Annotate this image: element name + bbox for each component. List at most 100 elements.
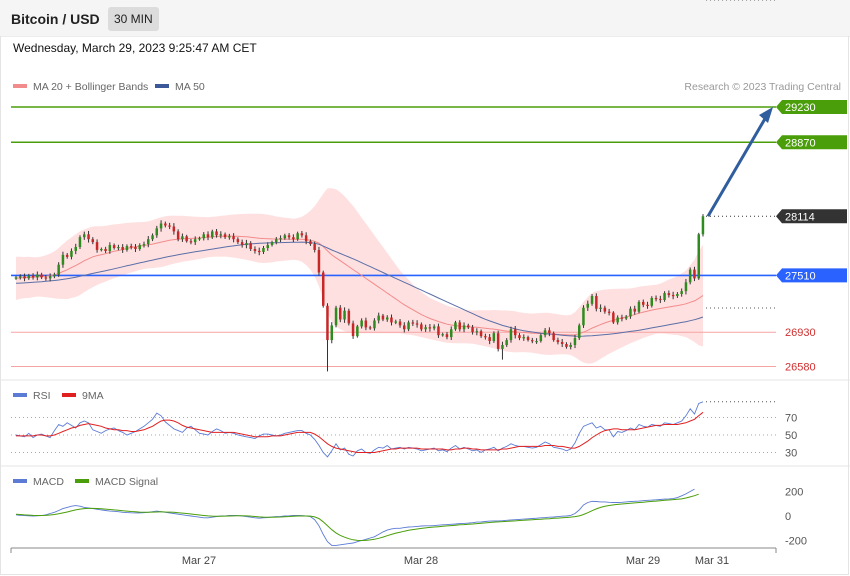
candle-body [87,234,90,240]
candle-body [279,238,282,240]
chart-legend: MA 20 + Bollinger Bands MA 50 Research ©… [13,81,841,93]
candle-body [560,342,564,344]
instrument-title: Bitcoin / USD [11,11,100,27]
candle-body [270,242,274,245]
candle-body [19,276,22,278]
macd-tick--200: -200 [785,536,807,548]
candle-body [202,234,205,239]
level-tag-text-29230: 29230 [785,102,816,114]
candle-body [36,274,39,278]
macd-legend-label: MACD [33,476,64,488]
candle-body [654,298,658,300]
candle-body [671,295,675,297]
candle-body [317,250,321,273]
level-tag-28870[interactable] [776,135,847,150]
candle-body [390,317,393,323]
rsi-tick-30: 30 [785,448,797,460]
candle-body [74,247,77,251]
candle-body [309,241,312,245]
candle-body [334,307,338,326]
candle-body [330,325,333,341]
candle-body [185,236,188,242]
candle-body [181,236,184,240]
candle-body [693,269,696,279]
candle-body [83,234,86,238]
candle-body [394,321,397,323]
candle-body [347,310,351,324]
candle-body [697,234,700,279]
candle-body [479,331,483,337]
price-levels [11,106,776,367]
projection-arrow-shaft [706,116,768,218]
candle-body [420,324,423,330]
candle-body [496,333,500,349]
candle-body [155,228,158,236]
candle-body [509,329,513,341]
candle-body [351,323,355,337]
candle-body [552,333,555,341]
candle-body [228,236,231,238]
candle-body [386,317,389,320]
candle-body [61,254,65,265]
candle-body [40,274,43,278]
candle-body [505,340,508,345]
candle-body [548,330,551,334]
macd-panel: MACD MACD Signal 200 0 -200 [13,0,807,548]
candle-body [129,246,133,248]
candle-body [313,244,316,250]
candle-body [467,325,470,328]
candle-body [112,245,116,248]
candle-body [95,242,99,250]
candle-body [48,276,52,279]
candle-body [138,245,141,249]
candle-body [629,308,632,317]
chart-header-bar: Bitcoin / USD 30 MIN [0,0,850,37]
level-label-26930: 26930 [785,327,816,339]
candle-body [432,326,436,329]
ma20-legend-swatch [13,84,27,88]
candle-body [245,243,248,246]
ma50-legend-swatch [155,84,169,88]
candle-body [287,235,291,238]
candle-body [569,345,572,347]
candle-body [607,311,611,313]
candle-body [121,247,124,250]
macd-line [15,488,695,546]
ma50-line [15,241,704,337]
candle-body [624,316,628,319]
candle-body [364,320,368,328]
candle-body [539,335,543,342]
candle-body [616,317,619,323]
candle-body [172,226,176,232]
level-tag-text-28870: 28870 [785,137,816,149]
candle-body [582,307,585,326]
ma50-legend-label: MA 50 [175,81,205,93]
candle-body [526,337,530,340]
candle-body [595,296,598,309]
level-tag-27510[interactable] [776,268,847,283]
candle-body [206,234,210,238]
candle-body [249,243,252,249]
candle-body [663,293,666,300]
candle-body [232,236,235,240]
candle-body [100,249,103,251]
rsi-ma-legend-swatch [62,393,76,397]
moving-averages [15,235,704,337]
candle-body [151,235,154,240]
candle-body [368,327,372,329]
candle-body [78,237,82,247]
candle-body [53,274,56,277]
level-tag-28114[interactable] [776,209,847,224]
candle-body [642,301,645,305]
timeframe-button[interactable]: 30 MIN [108,7,159,31]
candle-body [159,223,163,229]
candle-body [381,315,385,320]
candle-body [147,239,150,245]
level-tag-29230[interactable] [776,100,847,114]
candle-body [104,249,107,251]
timestamp: Wednesday, March 29, 2023 9:25:47 AM CET [13,41,257,55]
candle-body [377,315,380,321]
rsi-tick-50: 50 [785,430,797,442]
candle-body [556,340,560,343]
